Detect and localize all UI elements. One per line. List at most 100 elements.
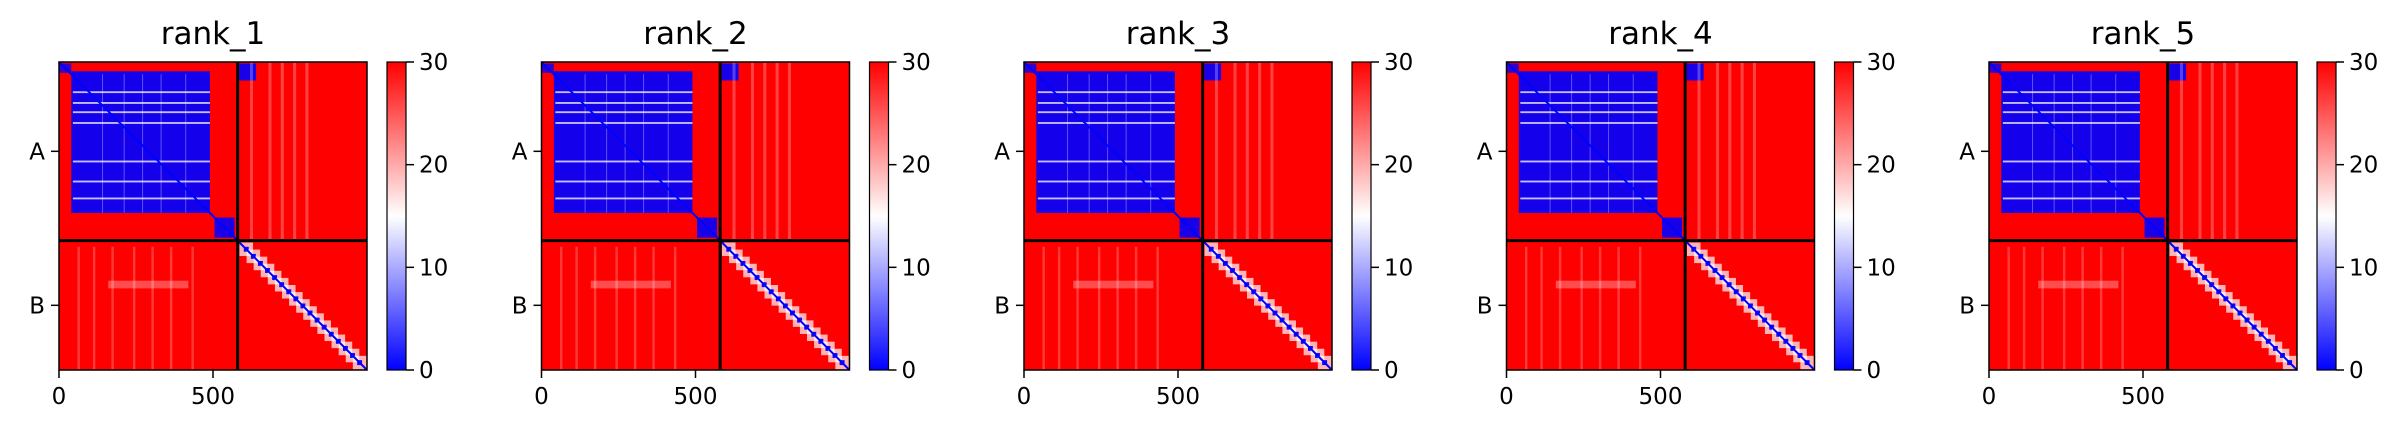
heatmap-streak-ba-0 <box>77 246 80 370</box>
heatmap-streak-ba-1 <box>2022 246 2026 370</box>
heatmap-stripe-a-3 <box>160 74 162 213</box>
heatmap-block-b-head <box>1686 63 1704 81</box>
heatmap-band-ba <box>590 280 671 289</box>
heatmap-band-a-1 <box>1520 102 1658 104</box>
heatmap-stripe-a-4 <box>1632 74 1634 213</box>
heatmap-diagonal <box>1505 61 1816 371</box>
heatmap-band-a-4 <box>72 160 210 163</box>
heatmap-band-a-3 <box>1037 122 1175 124</box>
heatmap-streak-ab-3 <box>293 62 297 241</box>
heatmap-streak-ba-4 <box>1116 246 1119 370</box>
heatmap-band-a-3 <box>555 122 693 124</box>
y-tick-label-A: A <box>1959 139 1975 165</box>
heatmap-streak-ba-2 <box>1076 246 1079 370</box>
panel-5: rank_5 0 500 A B 0 10 20 30 <box>1959 16 2378 410</box>
heatmap-block-b-head <box>239 63 257 81</box>
x-tick-label: 0 <box>1982 384 1997 410</box>
colorbar-tick-label: 0 <box>1384 358 1399 384</box>
heatmap-streak-ab-3 <box>2223 62 2227 241</box>
heatmap-diagonal <box>1023 61 1333 371</box>
heatmap-band-a-2 <box>555 111 693 114</box>
colorbar-tick-label: 0 <box>1867 358 1882 384</box>
heatmap-stripe-a-1 <box>1571 74 1573 213</box>
heatmap-stripe-a-1 <box>123 74 125 213</box>
panel-1: rank_1 0 500 A B 0 10 20 30 <box>29 16 448 410</box>
heatmap-band-a-5 <box>555 180 693 183</box>
heatmap-streak-ba-5 <box>2099 246 2103 370</box>
heatmap-streak-ba-2 <box>2041 246 2044 370</box>
heatmap-band-a-6 <box>1037 197 1175 200</box>
heatmap-band-a-1 <box>72 102 210 104</box>
heatmap-diagonal <box>540 61 851 371</box>
colorbar-tick-label: 10 <box>2349 255 2378 281</box>
colorbar-tick-label: 20 <box>1384 153 1413 179</box>
heatmap-band-a-2 <box>2002 111 2140 114</box>
heatmap-band-a-0 <box>1037 91 1175 94</box>
heatmap-stripe-a-4 <box>2115 74 2117 213</box>
heatmap-streak-ab-1 <box>268 62 272 241</box>
heatmap-streak-ba-5 <box>1617 246 1620 370</box>
heatmap-streak-ba-0 <box>1524 246 1528 370</box>
heatmap-band-a-4 <box>1037 160 1175 163</box>
colorbar-tick-label: 20 <box>419 153 448 179</box>
chart-title: rank_5 <box>2091 16 2196 52</box>
colorbar-tick-label: 10 <box>1384 255 1413 281</box>
heatmap-streak-ab-3 <box>1740 62 1744 241</box>
heatmap-streak-ab-1 <box>750 62 755 241</box>
colorbar-tick-label: 30 <box>2349 50 2378 76</box>
colorbar-tick-label: 20 <box>2349 153 2378 179</box>
heatmap-band-a-6 <box>2002 197 2140 200</box>
heatmap-streak-ab-4 <box>787 62 791 241</box>
colorbar-tick-label: 30 <box>419 50 448 76</box>
colorbar <box>1351 61 1372 371</box>
heatmap-stripe-a-2 <box>142 74 144 213</box>
heatmap-streak-ba-4 <box>633 246 637 370</box>
y-tick-label-B: B <box>994 293 1010 319</box>
panel-3: rank_3 0 500 A B 0 10 20 30 <box>994 16 1413 410</box>
heatmap-stripe-a-4 <box>1150 74 1152 213</box>
heatmap-streak-ab-2 <box>2210 62 2214 241</box>
heatmap-streak-ab-4 <box>1752 62 1756 241</box>
heatmap-band-a-6 <box>555 197 693 200</box>
heatmap-band-a-3 <box>72 122 210 124</box>
heatmap-band-a-0 <box>555 91 693 94</box>
heatmap-streak-ba-1 <box>1540 246 1543 370</box>
colorbar <box>868 61 890 371</box>
heatmap-band-a-4 <box>1520 160 1658 163</box>
x-tick-label: 0 <box>1017 384 1032 410</box>
heatmap-stripe-a-1 <box>1088 74 1090 213</box>
heatmap-streak-ba-6 <box>1638 246 1642 370</box>
colorbar-tick-label: 30 <box>1384 50 1413 76</box>
heatmap-streak-ba-0 <box>1042 246 1045 370</box>
heatmap-band-a-5 <box>2002 180 2140 183</box>
heatmap-streak-ba-4 <box>151 246 154 370</box>
y-tick-label-B: B <box>1959 293 1975 319</box>
x-tick-label: 0 <box>52 384 67 410</box>
heatmap-stripe-a-0 <box>1067 74 1069 213</box>
y-tick-label-A: A <box>29 139 45 165</box>
heatmap-streak-ba-3 <box>132 246 136 370</box>
heatmap-stripe-a-2 <box>1589 74 1591 213</box>
heatmap-streak-ba-6 <box>2121 246 2124 370</box>
heatmap-streak-ba-3 <box>1580 246 1583 370</box>
heatmap-streak-ba-6 <box>191 246 194 370</box>
heatmap-streak-ba-5 <box>652 246 655 370</box>
y-tick-label-B: B <box>512 293 528 319</box>
heatmap-streak-ba-0 <box>559 246 563 370</box>
heatmap-streak-ab-0 <box>2179 62 2184 241</box>
heatmap-streak-ab-2 <box>1245 62 1249 241</box>
heatmap-band-ba <box>2038 280 2119 289</box>
heatmap-streak-ba-1 <box>1057 246 1061 370</box>
chart-title: rank_4 <box>1608 16 1713 52</box>
heatmap-band-a-1 <box>2002 102 2140 104</box>
heatmap-diagonal <box>58 61 368 371</box>
heatmap-band-a-0 <box>2002 91 2140 94</box>
heatmap-band-a-4 <box>2002 160 2140 163</box>
heatmap-stripe-a-4 <box>185 74 187 213</box>
heatmap-block-b-head <box>1204 63 1222 81</box>
y-tick-label-A: A <box>994 139 1010 165</box>
heatmap-cells <box>59 62 367 370</box>
heatmap-streak-ba-6 <box>1156 246 1159 370</box>
heatmap-band-a-6 <box>72 197 210 200</box>
panel-2: rank_2 0 500 A B 0 10 20 30 <box>512 16 931 410</box>
